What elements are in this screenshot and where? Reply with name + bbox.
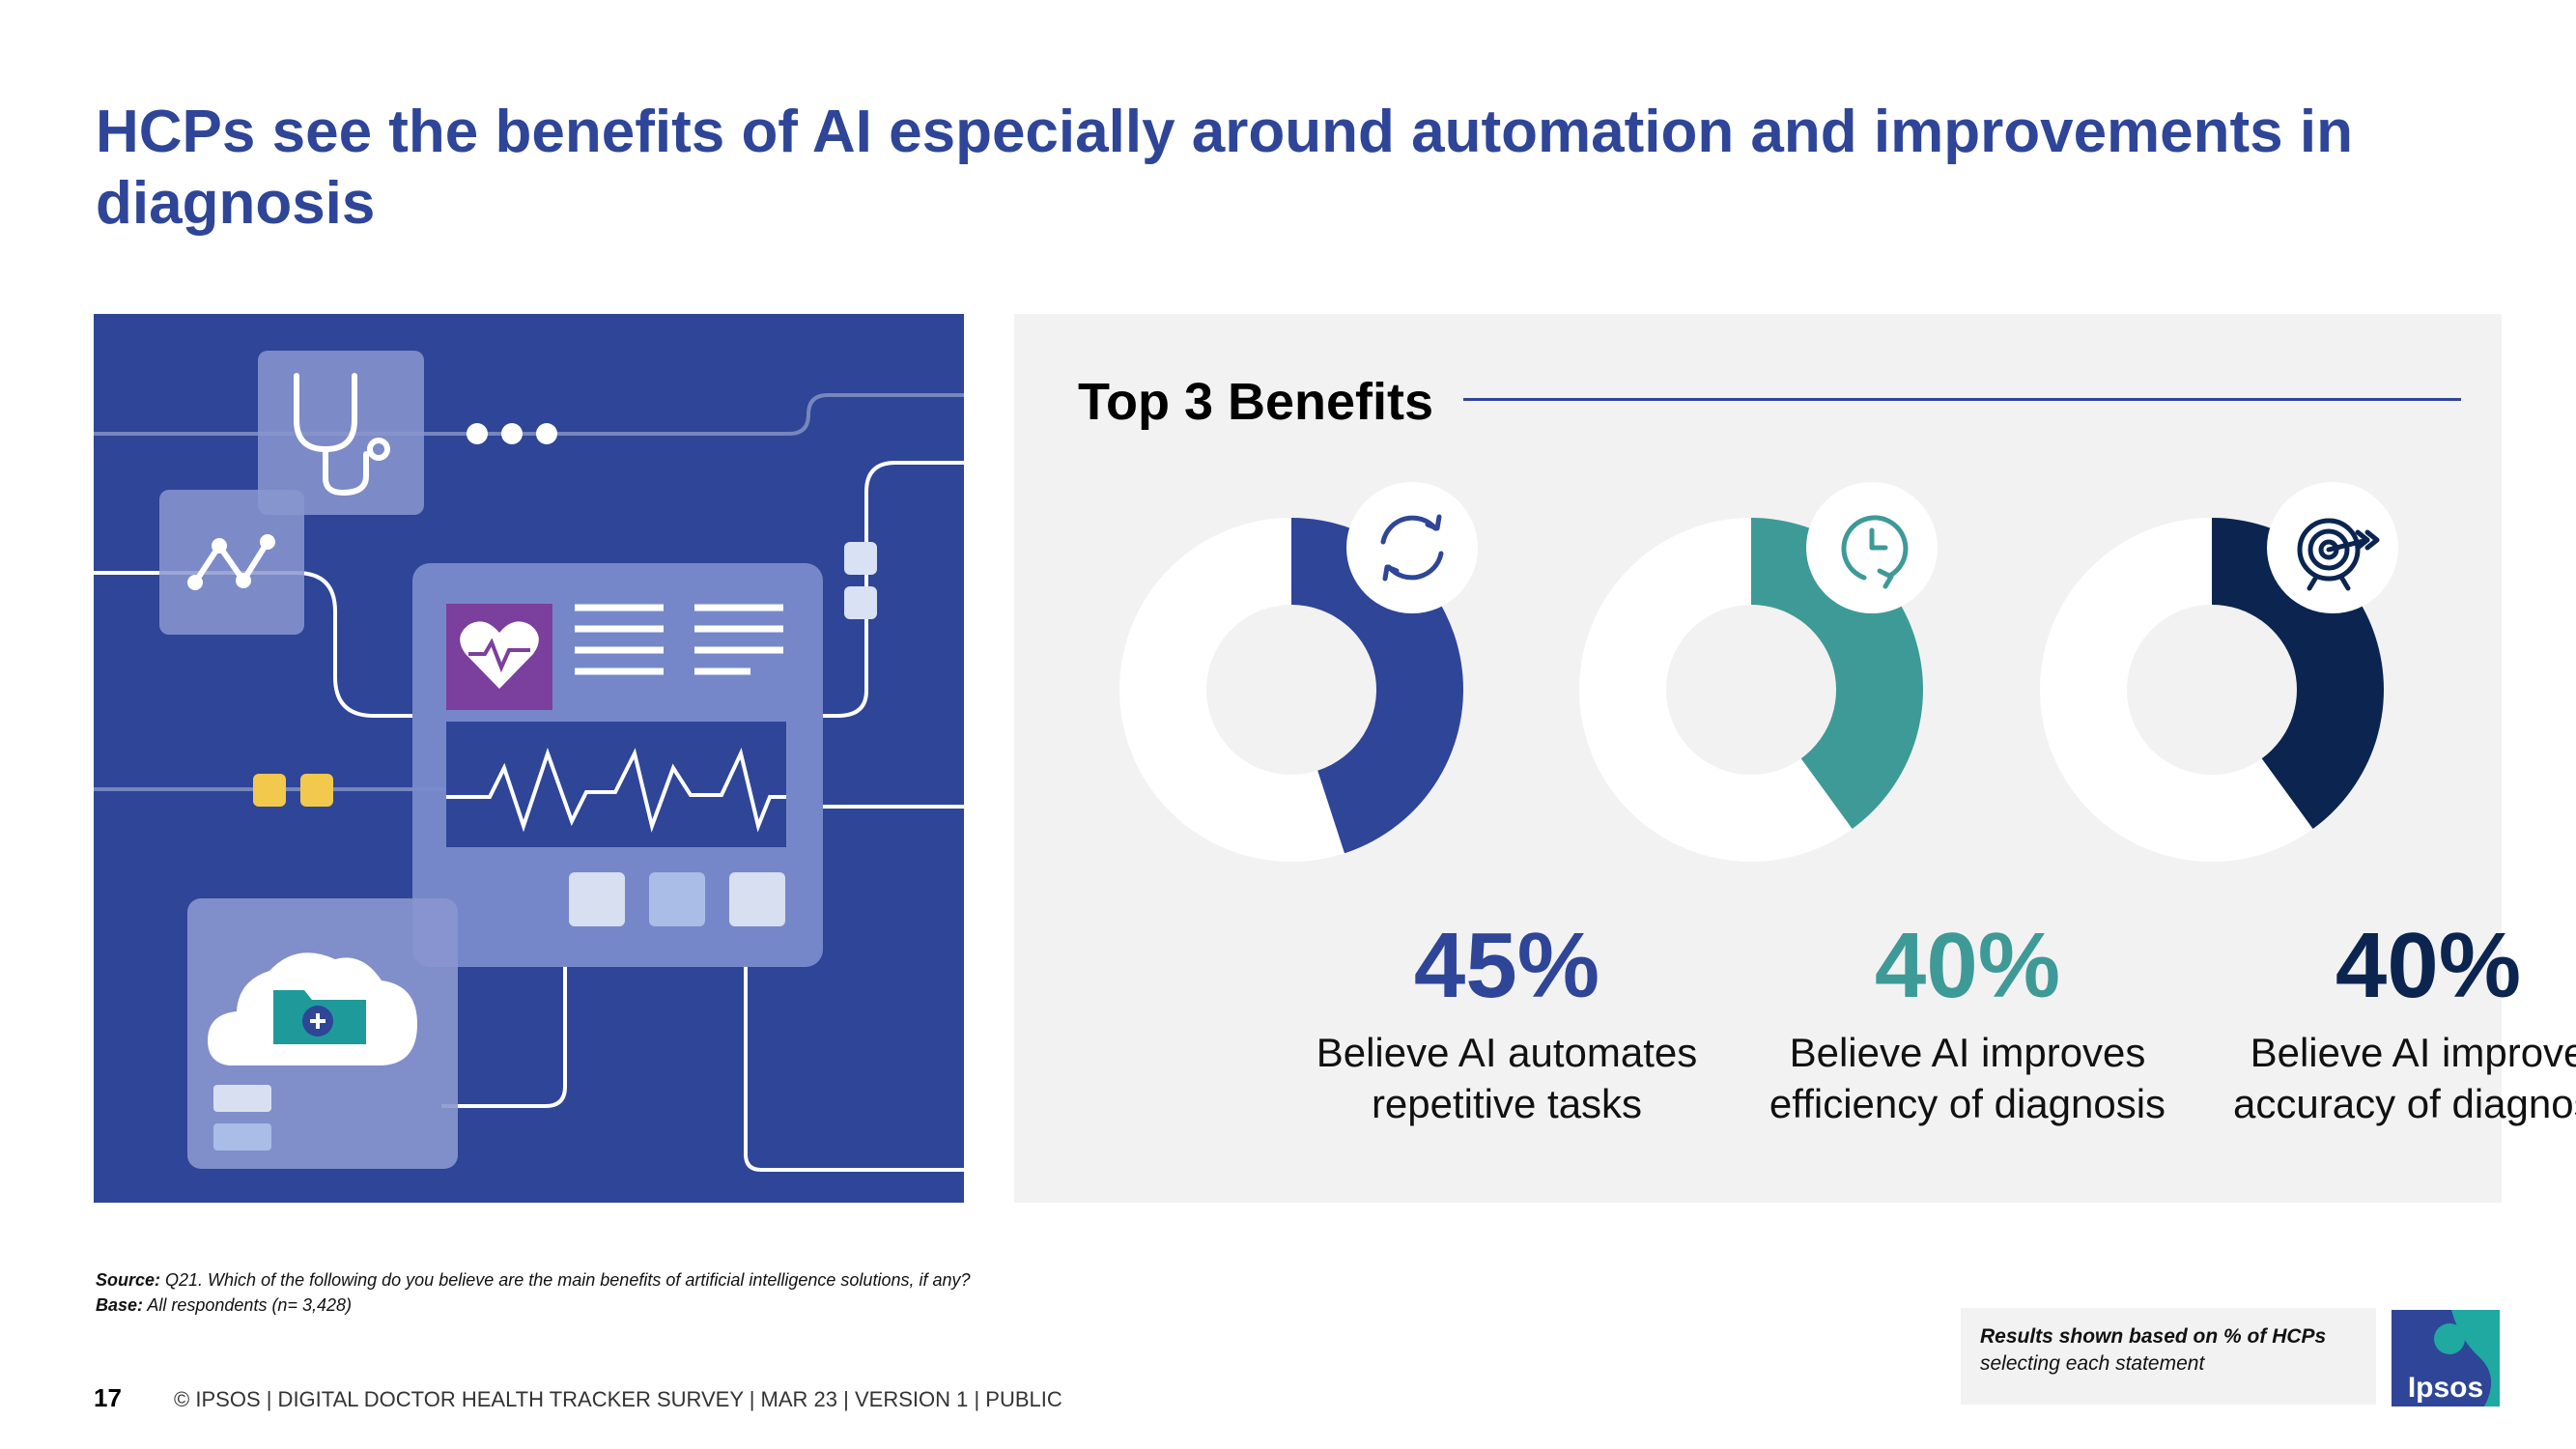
metric-1: 45% Believe AI automates repetitive task… <box>1294 913 1719 1129</box>
medical-illustration <box>94 314 964 1203</box>
page-number: 17 <box>94 1383 122 1412</box>
title-rule <box>1463 398 2461 401</box>
metric-2-description: Believe AI improves efficiency of diagno… <box>1769 1030 2166 1126</box>
results-note-bold: Results shown based on % of HCPs <box>1980 1325 2327 1348</box>
footer-text: © IPSOS | DIGITAL DOCTOR HEALTH TRACKER … <box>174 1387 1062 1411</box>
metric-3: 40% Believe AI improves accuracy of diag… <box>2216 913 2576 1129</box>
donut-charts <box>1119 482 2398 862</box>
clock-icon <box>1806 482 1938 613</box>
results-note-text: selecting each statement <box>1980 1352 2205 1375</box>
source-note: Source: Q21. Which of the following do y… <box>96 1267 971 1318</box>
metric-3-description: Believe AI improves accuracy of diagnosi… <box>2233 1030 2576 1126</box>
source-label: Source: <box>96 1270 161 1290</box>
benefits-panel: Top 3 Benefits 45% Believe AI automates … <box>1014 314 2576 1203</box>
base-text: All respondents (n= 3,428) <box>143 1295 352 1315</box>
metric-2-value: 40% <box>1874 914 2061 1017</box>
metric-1-value: 45% <box>1413 914 1600 1017</box>
metric-2: 40% Believe AI improves efficiency of di… <box>1755 913 2180 1129</box>
metric-3-value: 40% <box>2335 914 2522 1017</box>
chart-title: Top 3 Benefits <box>1078 373 1434 431</box>
footer: 17 © IPSOS | DIGITAL DOCTOR HEALTH TRACK… <box>94 1383 1062 1413</box>
refresh-icon <box>1346 482 1478 613</box>
ipsos-logo: Ipsos <box>2392 1310 2500 1406</box>
target-icon <box>2267 482 2398 613</box>
source-text: Q21. Which of the following do you belie… <box>160 1270 971 1290</box>
base-label: Base: <box>96 1295 144 1315</box>
ipsos-logo-text: Ipsos <box>2408 1372 2483 1404</box>
metric-1-description: Believe AI automates repetitive tasks <box>1316 1030 1698 1126</box>
medical-illustration-graphic <box>94 351 964 1172</box>
results-note: Results shown based on % of HCPs selecti… <box>1961 1308 2376 1405</box>
slide-title: HCPs see the benefits of AI especially a… <box>96 99 2353 237</box>
